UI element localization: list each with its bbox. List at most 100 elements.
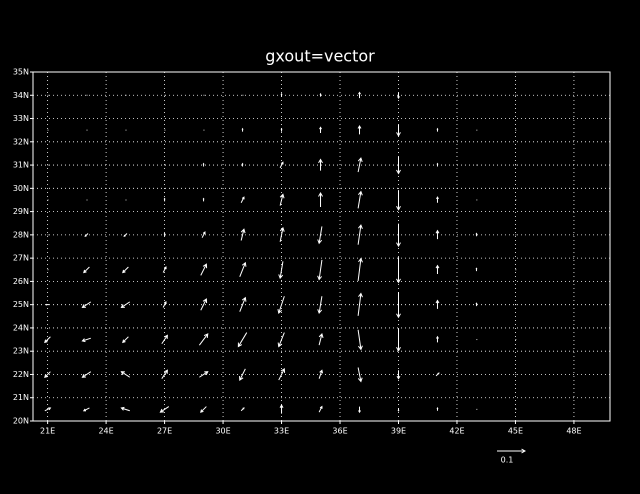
vector-arrow [396,370,401,380]
vector-arrow [201,231,206,238]
y-tick-label: 34N [13,91,29,100]
vector-arrow [357,257,363,282]
vector-arrow [318,191,323,207]
reference-vector [497,448,527,454]
y-tick-label: 21N [13,393,29,402]
vector-arrow [239,296,247,312]
vector-arrow [278,367,286,381]
vector-arrow [161,334,168,345]
vector-arrow [357,329,363,351]
vector-arrow [475,232,478,237]
vector-arrow [200,263,208,276]
vector-arrow [357,367,363,383]
vector-arrow [202,197,205,202]
vector-arrow [396,328,401,352]
y-tick-label: 29N [13,207,29,216]
vector-arrow [396,292,401,319]
vector-arrow [279,404,284,414]
vector-arrow [199,371,209,378]
y-tick-label: 22N [13,370,29,379]
x-tick-label: 27E [157,427,172,436]
vector-arrow [83,266,90,274]
chart-title: gxout=vector [265,47,375,66]
y-tick-label: 31N [13,161,29,170]
vector-arrow [123,233,128,237]
vector-arrow [317,259,323,281]
vector-arrow [122,266,129,274]
vector-arrow [200,406,207,413]
y-tick-label: 25N [13,300,29,309]
vector-arrow [279,226,285,242]
vector-arrow [435,299,440,309]
vector-arrow [279,193,285,206]
x-tick-label: 48E [566,427,581,436]
vector-arrow [396,257,401,284]
y-tick-label: 32N [13,137,29,146]
vector-arrow [475,267,478,272]
vector-arrow [358,406,361,414]
x-tick-label: 21E [40,427,55,436]
vector-arrow [436,335,439,343]
x-tick-label: 24E [98,427,113,436]
vector-arrow [396,190,401,211]
vector-arrow [200,298,208,311]
vector-arrow [122,336,129,344]
y-tick-label: 30N [13,184,29,193]
vector-arrow [279,161,284,169]
vector-arrow [162,266,167,273]
vector-arrow [237,332,248,348]
y-tick-label: 20N [13,417,29,426]
vector-arrow [280,127,283,132]
vector-arrow [202,162,205,167]
vector-arrow [163,232,166,237]
vector-arrow [358,91,361,99]
y-tick-label: 23N [13,347,29,356]
vector-arrow [319,92,322,97]
x-tick-label: 36E [332,427,347,436]
y-tick-label: 26N [13,277,29,286]
vector-arrow [120,371,131,378]
vector-arrow [357,190,363,209]
vector-arrow [120,406,130,412]
vector-arrow [277,332,285,348]
vector-arrow [436,406,439,411]
vector-arrow [161,369,168,379]
vector-arrow [81,301,92,309]
vector-arrow [436,127,439,132]
vector-arrow [396,156,401,175]
vector-arrow [318,405,323,413]
x-tick-label: 45E [508,427,523,436]
vector-arrow [81,337,91,343]
vector-arrow [319,126,322,133]
y-tick-label: 35N [13,68,29,77]
vector-arrow [278,261,284,280]
vector-arrow [318,332,324,346]
vector-arrow [357,124,362,135]
x-tick-label: 30E [215,427,230,436]
vector-arrow [159,406,170,413]
vector-arrow [396,124,401,137]
vector-arrow [81,371,92,378]
y-tick-label: 27N [13,254,29,263]
reference-label: 0.1 [501,456,514,465]
vector-arrow [397,407,400,412]
y-tick-label: 28N [13,230,29,239]
x-tick-label: 33E [274,427,289,436]
vector-arrow [82,407,90,412]
vector-arrow [357,292,363,316]
vector-arrow [44,371,51,378]
vector-arrow [240,407,245,412]
vector-arrow [239,261,247,277]
vector-arrow [162,300,167,308]
vector-arrow [163,197,166,202]
x-tick-label: 42E [449,427,464,436]
vector-arrow [84,233,89,237]
vector-arrow [317,226,323,245]
vector-arrow [357,224,363,245]
vector-arrow [44,407,52,412]
vector-arrow [436,196,439,203]
vector-arrow [318,158,323,171]
vector-arrow [277,296,285,315]
vector-arrow [318,369,324,379]
vector-arrow [198,333,209,346]
